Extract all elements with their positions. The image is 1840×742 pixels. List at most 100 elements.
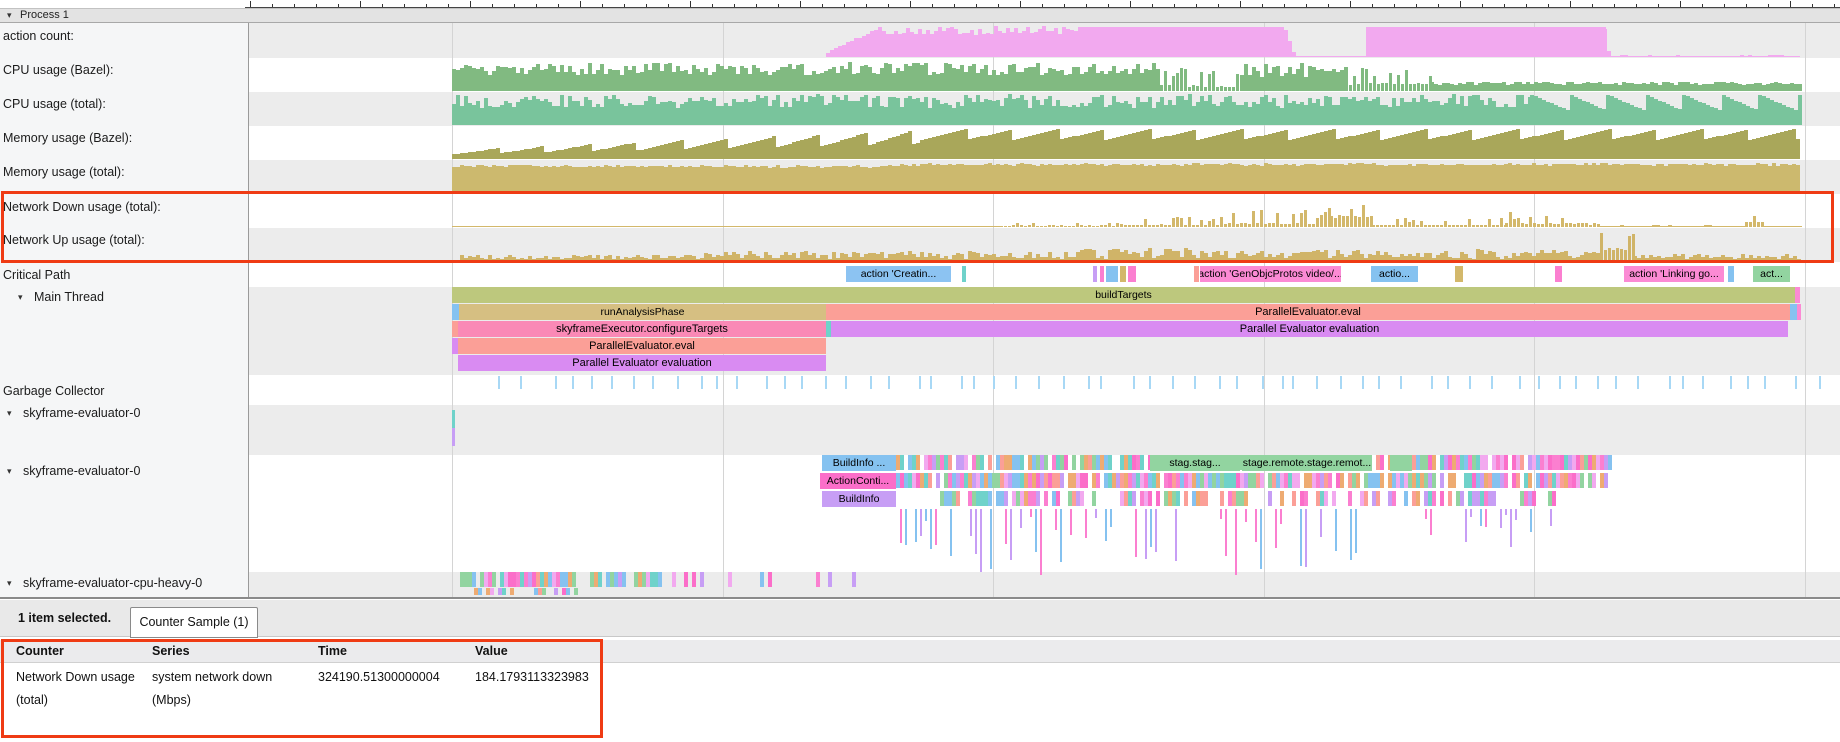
critical-path-slice[interactable] [1128,266,1136,282]
counter-bar[interactable] [1280,165,1284,193]
counter-bar[interactable] [572,72,576,91]
counter-bar[interactable] [1744,56,1748,57]
counter-bar[interactable] [1268,102,1272,125]
counter-bar[interactable] [1404,102,1408,125]
counter-bar[interactable] [990,34,994,57]
counter-bar[interactable] [1590,104,1594,125]
counter-bar[interactable] [848,101,852,125]
counter-bar[interactable] [974,35,978,57]
gc-tick[interactable] [716,376,719,389]
counter-bar[interactable] [1620,55,1624,57]
counter-bar[interactable] [1560,252,1564,261]
counter-bar[interactable] [880,68,884,91]
counter-bar[interactable] [1712,56,1716,57]
counter-bar[interactable] [1562,108,1566,125]
counter-bar[interactable] [1540,165,1544,193]
counter-bar[interactable] [838,46,842,57]
counter-bar[interactable] [600,149,604,159]
counter-bar[interactable] [468,66,472,91]
counter-bar[interactable] [824,145,828,159]
counter-bar[interactable] [1573,224,1576,227]
counter-bar[interactable] [1024,68,1028,91]
counter-bar[interactable] [1288,256,1292,261]
counter-bar[interactable] [884,166,888,193]
counter-bar[interactable] [1256,165,1260,193]
counter-bar[interactable] [1244,254,1248,261]
evaluator-slice[interactable] [1580,455,1584,470]
counter-bar[interactable] [1312,134,1316,159]
counter-bar[interactable] [1196,140,1200,159]
counter-bar[interactable] [840,166,844,193]
counter-bar[interactable] [1012,166,1016,193]
evaluator-slice[interactable] [1032,473,1036,488]
counter-bar[interactable] [576,226,580,227]
counter-bar[interactable] [828,103,832,125]
counter-bar[interactable] [1112,96,1116,125]
evaluator-slice[interactable] [1080,455,1084,470]
counter-bar[interactable] [1408,164,1412,193]
counter-bar[interactable] [1260,136,1264,159]
counter-bar[interactable] [1448,165,1452,193]
counter-bar[interactable] [1792,164,1796,193]
main-thread-slice[interactable]: ParallelEvaluator.eval [458,338,826,354]
evaluator-slice[interactable] [502,588,506,595]
counter-bar[interactable] [1668,56,1672,57]
gc-tick[interactable] [1315,376,1318,389]
counter-bar[interactable] [1136,165,1140,193]
counter-bar[interactable] [862,36,866,57]
counter-bar[interactable] [1604,250,1607,261]
counter-bar[interactable] [628,70,632,91]
counter-bar[interactable] [656,226,660,227]
counter-bar[interactable] [484,71,488,91]
counter-bar[interactable] [896,166,900,193]
counter-bar[interactable] [1520,139,1524,159]
counter-bar[interactable] [1430,27,1434,57]
counter-bar[interactable] [1172,76,1175,91]
counter-bar[interactable] [856,165,860,193]
counter-bar[interactable] [866,34,870,57]
counter-bar[interactable] [744,165,748,193]
counter-bar[interactable] [1562,85,1566,91]
counter-bar[interactable] [988,226,992,227]
counter-bar[interactable] [908,226,912,227]
counter-bar[interactable] [1341,56,1345,57]
counter-bar[interactable] [1252,211,1255,227]
evaluator-slice[interactable] [484,572,488,587]
evaluator-slice[interactable] [560,572,564,587]
counter-bar[interactable] [616,146,620,159]
counter-bar[interactable] [1784,131,1788,159]
counter-bar[interactable] [1492,252,1496,261]
counter-bar[interactable] [736,226,740,227]
counter-bar[interactable] [1452,225,1455,227]
counter-bar[interactable] [1436,255,1440,261]
counter-bar[interactable] [1725,257,1729,261]
evaluator-slice[interactable] [568,572,572,587]
counter-bar[interactable] [464,65,468,91]
evaluator-slice[interactable] [508,572,512,587]
counter-bar[interactable] [1028,136,1032,159]
counter-bar[interactable] [976,95,980,125]
counter-bar[interactable] [1496,107,1500,125]
counter-bar[interactable] [904,64,908,91]
counter-bar[interactable] [1513,219,1516,227]
counter-bar[interactable] [1288,224,1291,227]
counter-bar[interactable] [1044,226,1047,227]
counter-bar[interactable] [964,165,968,193]
evaluator-slice[interactable] [1476,491,1480,506]
counter-bar[interactable] [1108,165,1112,193]
evaluator-slice[interactable] [524,572,528,587]
counter-bar[interactable] [1502,27,1506,57]
counter-bar[interactable] [1012,257,1016,261]
gc-tick[interactable] [1219,376,1222,389]
counter-bar[interactable] [1532,163,1536,193]
counter-bar[interactable] [1216,87,1219,91]
counter-bar[interactable] [1492,101,1496,125]
counter-bar[interactable] [1390,27,1394,57]
counter-bar[interactable] [886,34,890,57]
gc-tick[interactable] [1087,376,1090,389]
counter-bar[interactable] [828,226,832,227]
counter-bar[interactable] [1349,56,1353,57]
counter-bar[interactable] [1553,224,1556,227]
counter-bar[interactable] [1572,164,1576,193]
counter-bar[interactable] [1561,218,1564,227]
